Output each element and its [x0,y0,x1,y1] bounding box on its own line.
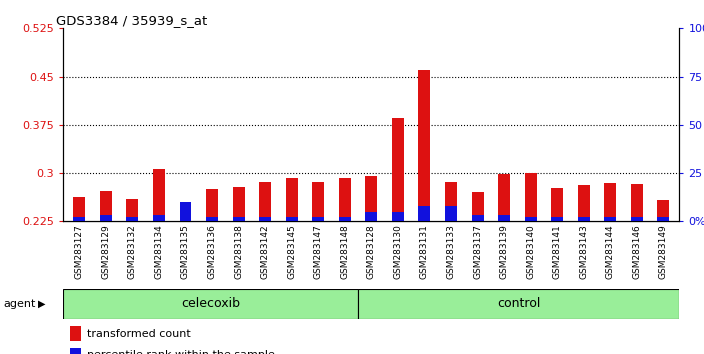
Bar [658,217,670,221]
Bar [73,217,85,221]
Text: GSM283140: GSM283140 [526,224,535,279]
Text: GSM283136: GSM283136 [208,224,217,279]
Bar [127,199,139,221]
Text: GSM283141: GSM283141 [553,224,562,279]
Bar [313,217,325,221]
Bar [551,188,563,221]
Text: GSM283144: GSM283144 [606,224,615,279]
Text: GSM283139: GSM283139 [500,224,508,279]
Bar [472,216,484,221]
Bar [73,198,85,221]
Bar [418,70,430,221]
Bar [578,217,590,221]
Text: transformed count: transformed count [87,329,191,339]
Bar [445,206,457,221]
Bar [418,206,430,221]
Text: GSM283147: GSM283147 [314,224,322,279]
Bar [313,182,325,221]
Text: GSM283133: GSM283133 [446,224,455,279]
Bar [206,217,218,221]
Bar [70,326,80,341]
Text: GSM283129: GSM283129 [101,224,111,279]
Text: GSM283128: GSM283128 [367,224,376,279]
Text: GSM283145: GSM283145 [287,224,296,279]
Bar [180,219,191,221]
Text: GSM283132: GSM283132 [128,224,137,279]
Bar [339,177,351,221]
Bar [578,184,590,221]
Bar [524,173,536,221]
Bar [70,348,80,354]
Bar [153,216,165,221]
Bar [180,202,191,221]
Bar [127,217,139,221]
Bar [445,182,457,221]
Text: GSM283134: GSM283134 [154,224,163,279]
Bar [63,289,358,319]
Bar [604,183,616,221]
Bar [658,200,670,221]
Text: GSM283137: GSM283137 [473,224,482,279]
Bar [524,217,536,221]
Bar [259,182,271,221]
Bar [392,118,404,221]
Text: GSM283131: GSM283131 [420,224,429,279]
Bar [100,191,112,221]
Bar [286,178,298,221]
Bar [365,212,377,221]
Bar [286,217,298,221]
Bar [498,216,510,221]
Text: ▶: ▶ [38,298,46,309]
Text: percentile rank within the sample: percentile rank within the sample [87,350,275,354]
Text: GSM283127: GSM283127 [75,224,84,279]
Bar [259,217,271,221]
Text: control: control [497,297,541,310]
Text: GSM283143: GSM283143 [579,224,589,279]
Bar [631,184,643,221]
Bar [100,216,112,221]
Text: GSM283135: GSM283135 [181,224,190,279]
Text: GSM283148: GSM283148 [340,224,349,279]
Bar [232,217,244,221]
Bar [604,217,616,221]
Text: GSM283138: GSM283138 [234,224,243,279]
Text: celecoxib: celecoxib [181,297,240,310]
Bar [339,217,351,221]
Text: GDS3384 / 35939_s_at: GDS3384 / 35939_s_at [56,14,208,27]
Bar [206,189,218,221]
Text: GSM283130: GSM283130 [394,224,403,279]
Bar [631,217,643,221]
Bar [232,187,244,221]
Bar [551,217,563,221]
Text: GSM283149: GSM283149 [659,224,668,279]
Bar [498,174,510,221]
Bar [358,289,679,319]
Text: agent: agent [4,298,36,309]
Bar [365,176,377,221]
Text: GSM283142: GSM283142 [260,224,270,279]
Text: GSM283146: GSM283146 [632,224,641,279]
Bar [472,192,484,221]
Bar [153,169,165,221]
Bar [392,212,404,221]
